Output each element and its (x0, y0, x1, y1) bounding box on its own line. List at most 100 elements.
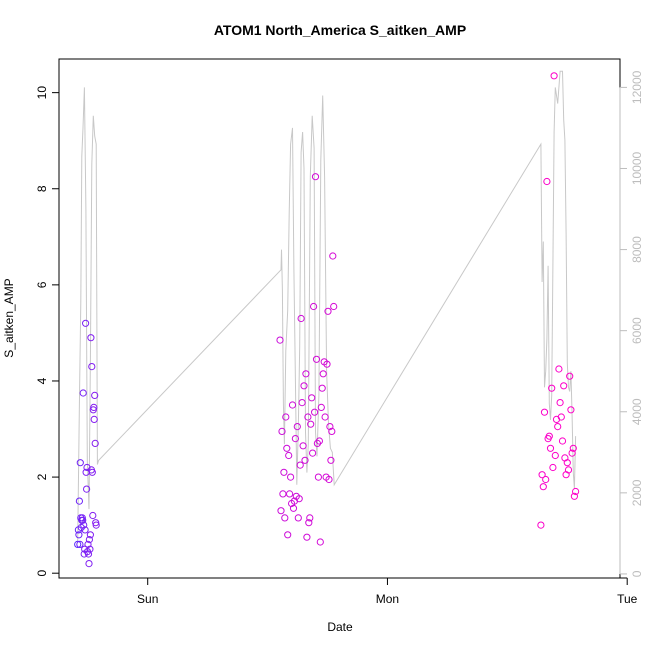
data-point (284, 531, 292, 539)
x-axis-label: Date (327, 620, 353, 634)
y-right-tick-label: 12000 (630, 70, 644, 104)
data-point (309, 449, 317, 457)
data-point (88, 468, 96, 476)
data-point (83, 485, 91, 493)
data-point (546, 444, 555, 452)
y-right-tick-label: 8000 (630, 236, 644, 263)
data-point (572, 487, 580, 496)
data-point (285, 451, 293, 460)
data-point (88, 363, 96, 371)
line-series (77, 70, 577, 542)
data-point (330, 302, 338, 311)
data-point (81, 526, 89, 534)
data-point (77, 523, 85, 532)
data-point (542, 475, 550, 484)
data-point (302, 370, 310, 378)
data-point (329, 252, 337, 260)
y-right-tick-label: 6000 (630, 317, 644, 344)
data-point (305, 519, 313, 527)
data-point (279, 490, 287, 498)
data-point (291, 435, 299, 443)
data-point (277, 507, 285, 515)
data-point (311, 408, 319, 416)
data-point (297, 314, 305, 323)
data-point (75, 497, 84, 505)
data-point (92, 521, 100, 529)
data-point (91, 439, 99, 447)
data-point (278, 427, 286, 435)
data-point (76, 540, 84, 549)
data-point (558, 437, 567, 445)
data-point (319, 370, 327, 378)
data-point (79, 389, 87, 397)
data-point (293, 423, 301, 431)
data-point (296, 461, 304, 469)
data-point (318, 384, 326, 392)
data-point (317, 403, 325, 411)
x-tick-label: Sun (137, 592, 158, 606)
data-point (298, 399, 306, 407)
data-point (568, 449, 576, 457)
data-point (325, 475, 333, 484)
data-point (299, 442, 307, 450)
data-point (538, 471, 546, 479)
data-point (316, 538, 324, 546)
data-point (549, 463, 557, 472)
data-point (328, 427, 336, 435)
data-point (89, 511, 97, 520)
data-point (566, 372, 574, 380)
data-point (307, 420, 315, 428)
data-point (548, 384, 556, 392)
y-right-tick-label: 4000 (630, 398, 644, 425)
data-point (288, 401, 297, 409)
data-point (295, 495, 303, 503)
data-point (90, 403, 98, 411)
data-point (313, 439, 321, 447)
data-point (78, 514, 86, 522)
data-point (86, 545, 94, 553)
data-point (540, 408, 549, 416)
data-point (303, 533, 311, 541)
data-point (315, 437, 323, 445)
y-tick-label: 6 (35, 281, 49, 288)
data-point (567, 406, 575, 414)
data-point (324, 307, 332, 315)
data-point (539, 483, 547, 491)
data-point (550, 72, 558, 80)
y-right-tick-label: 2000 (630, 479, 644, 506)
scatter-series (74, 72, 580, 568)
y-tick-label: 8 (35, 185, 49, 192)
y-tick-label: 10 (35, 86, 49, 100)
data-point (289, 504, 298, 512)
data-point (79, 516, 87, 524)
x-tick-label: Tue (617, 592, 638, 606)
data-point (551, 451, 559, 460)
data-point (301, 456, 309, 464)
y-axis-left: 0 2 4 6 8 10 (35, 86, 60, 577)
data-point (560, 382, 568, 390)
x-axis: Sun Mon Tue (137, 577, 638, 606)
data-point (569, 444, 577, 452)
x-tick-label: Mon (376, 592, 399, 606)
data-point (90, 415, 98, 423)
y-axis-label: S_aitken_AMP (2, 278, 16, 357)
data-point (276, 336, 284, 344)
data-point (280, 468, 288, 476)
data-point (545, 432, 553, 440)
data-point (91, 391, 99, 399)
data-point (281, 514, 289, 522)
data-point (304, 413, 312, 421)
data-point (306, 514, 314, 522)
y-tick-label: 4 (35, 377, 49, 384)
data-point (537, 521, 545, 529)
data-point (282, 413, 290, 421)
data-point (85, 560, 93, 568)
data-point (563, 459, 571, 467)
data-point (310, 302, 318, 311)
data-point (84, 540, 92, 549)
data-point (294, 514, 302, 522)
data-point (543, 177, 551, 186)
data-point (82, 319, 90, 327)
data-point (556, 399, 564, 407)
